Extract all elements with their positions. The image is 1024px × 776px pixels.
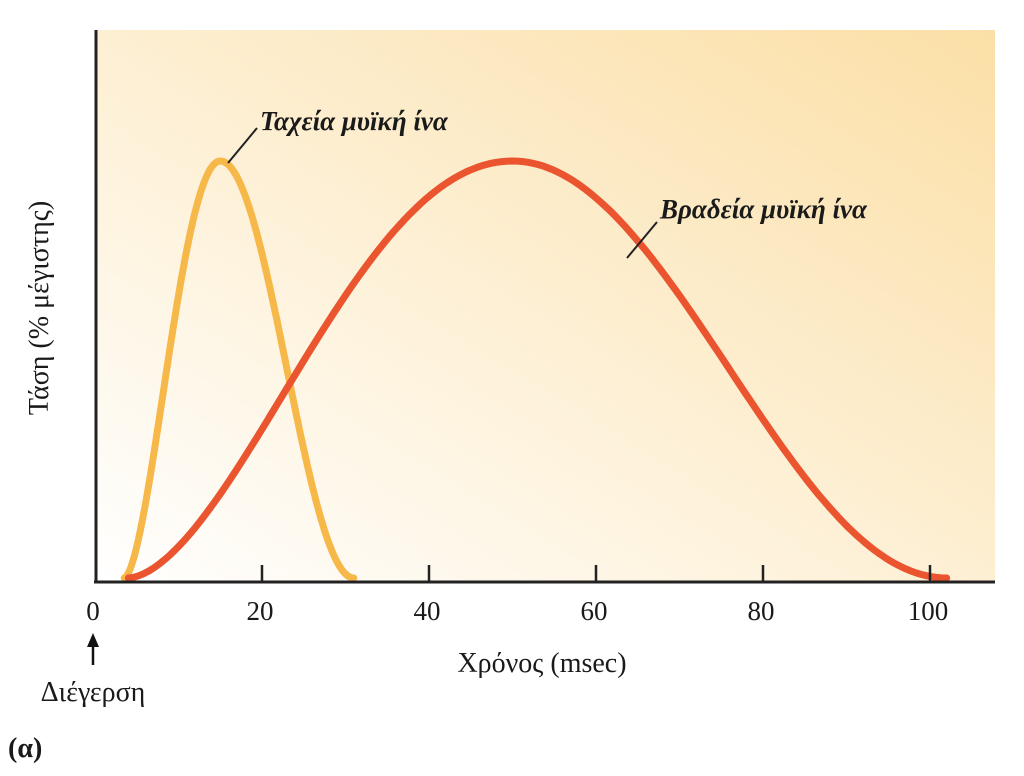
x-tick-label: 0: [86, 596, 100, 626]
x-tick-label: 40: [414, 596, 441, 626]
series-labels: Ταχεία μυϊκή ίνα Βραδεία μυϊκή ίνα: [227, 106, 868, 259]
x-tick-label: 60: [581, 596, 608, 626]
plot-background: [96, 30, 995, 582]
stimulus-marker: Διέγερση: [41, 633, 146, 708]
x-tick-label: 100: [908, 596, 949, 626]
y-axis-label: Τάση (% μέγιστης): [24, 201, 55, 415]
slow-fiber-curve: [124, 157, 951, 582]
slow-fiber-leader: [626, 221, 658, 259]
panel-label: (α): [8, 733, 42, 764]
stimulus-arrow-icon: [87, 633, 99, 647]
series-layer: [120, 157, 951, 582]
fast-fiber-label: Ταχεία μυϊκή ίνα: [260, 106, 449, 136]
x-ticks: 0 20 40 60 80 100: [86, 565, 948, 626]
x-tick-label: 80: [748, 596, 775, 626]
x-tick-label: 20: [247, 596, 274, 626]
fast-fiber-curve: [120, 157, 358, 582]
stimulus-label: Διέγερση: [41, 677, 146, 708]
x-axis-label: Χρόνος (msec): [457, 648, 626, 679]
slow-fiber-label: Βραδεία μυϊκή ίνα: [659, 194, 868, 224]
fast-fiber-leader: [227, 127, 258, 164]
